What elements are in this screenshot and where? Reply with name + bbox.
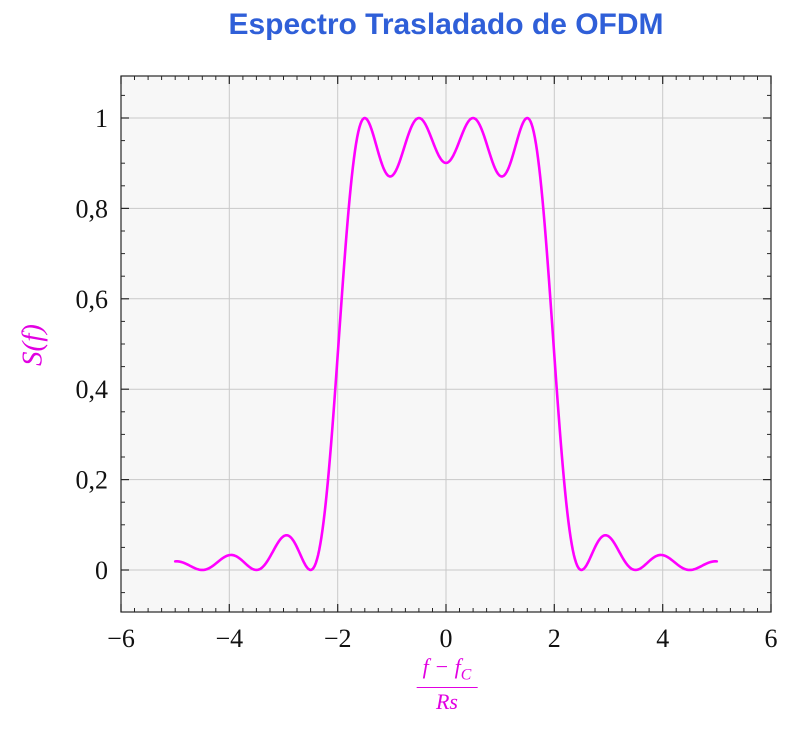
x-label-f1: f bbox=[422, 654, 429, 679]
chart-title: Espectro Trasladado de OFDM bbox=[228, 8, 664, 41]
x-tick-label: 0 bbox=[440, 624, 453, 653]
x-tick-label: 6 bbox=[765, 624, 778, 653]
x-tick-label: −2 bbox=[324, 624, 352, 653]
y-tick-label: 0,8 bbox=[76, 194, 109, 223]
x-tick-label: −6 bbox=[107, 624, 135, 653]
x-label-minus: − bbox=[428, 654, 455, 679]
x-tick-label: 2 bbox=[548, 624, 561, 653]
y-tick-label: 0,6 bbox=[76, 285, 109, 314]
plot-frame bbox=[120, 75, 772, 613]
x-axis-label: f − fC Rs bbox=[416, 654, 478, 714]
y-tick-label: 0 bbox=[95, 556, 108, 585]
x-tick-label: −4 bbox=[215, 624, 243, 653]
x-axis-label-numerator: f − fC bbox=[416, 654, 478, 688]
y-tick-label: 0,2 bbox=[76, 466, 109, 495]
y-axis-label: S(f) bbox=[16, 324, 49, 366]
spectrum-curve bbox=[173, 116, 719, 572]
x-label-den-text: Rs bbox=[435, 688, 458, 714]
x-tick-label: 4 bbox=[656, 624, 669, 653]
x-label-f2: f bbox=[454, 654, 461, 679]
x-axis-label-denominator: Rs bbox=[417, 688, 478, 714]
x-label-subscript: C bbox=[460, 666, 472, 684]
y-tick-label: 0,4 bbox=[76, 375, 109, 404]
y-tick-label: 1 bbox=[95, 104, 108, 133]
